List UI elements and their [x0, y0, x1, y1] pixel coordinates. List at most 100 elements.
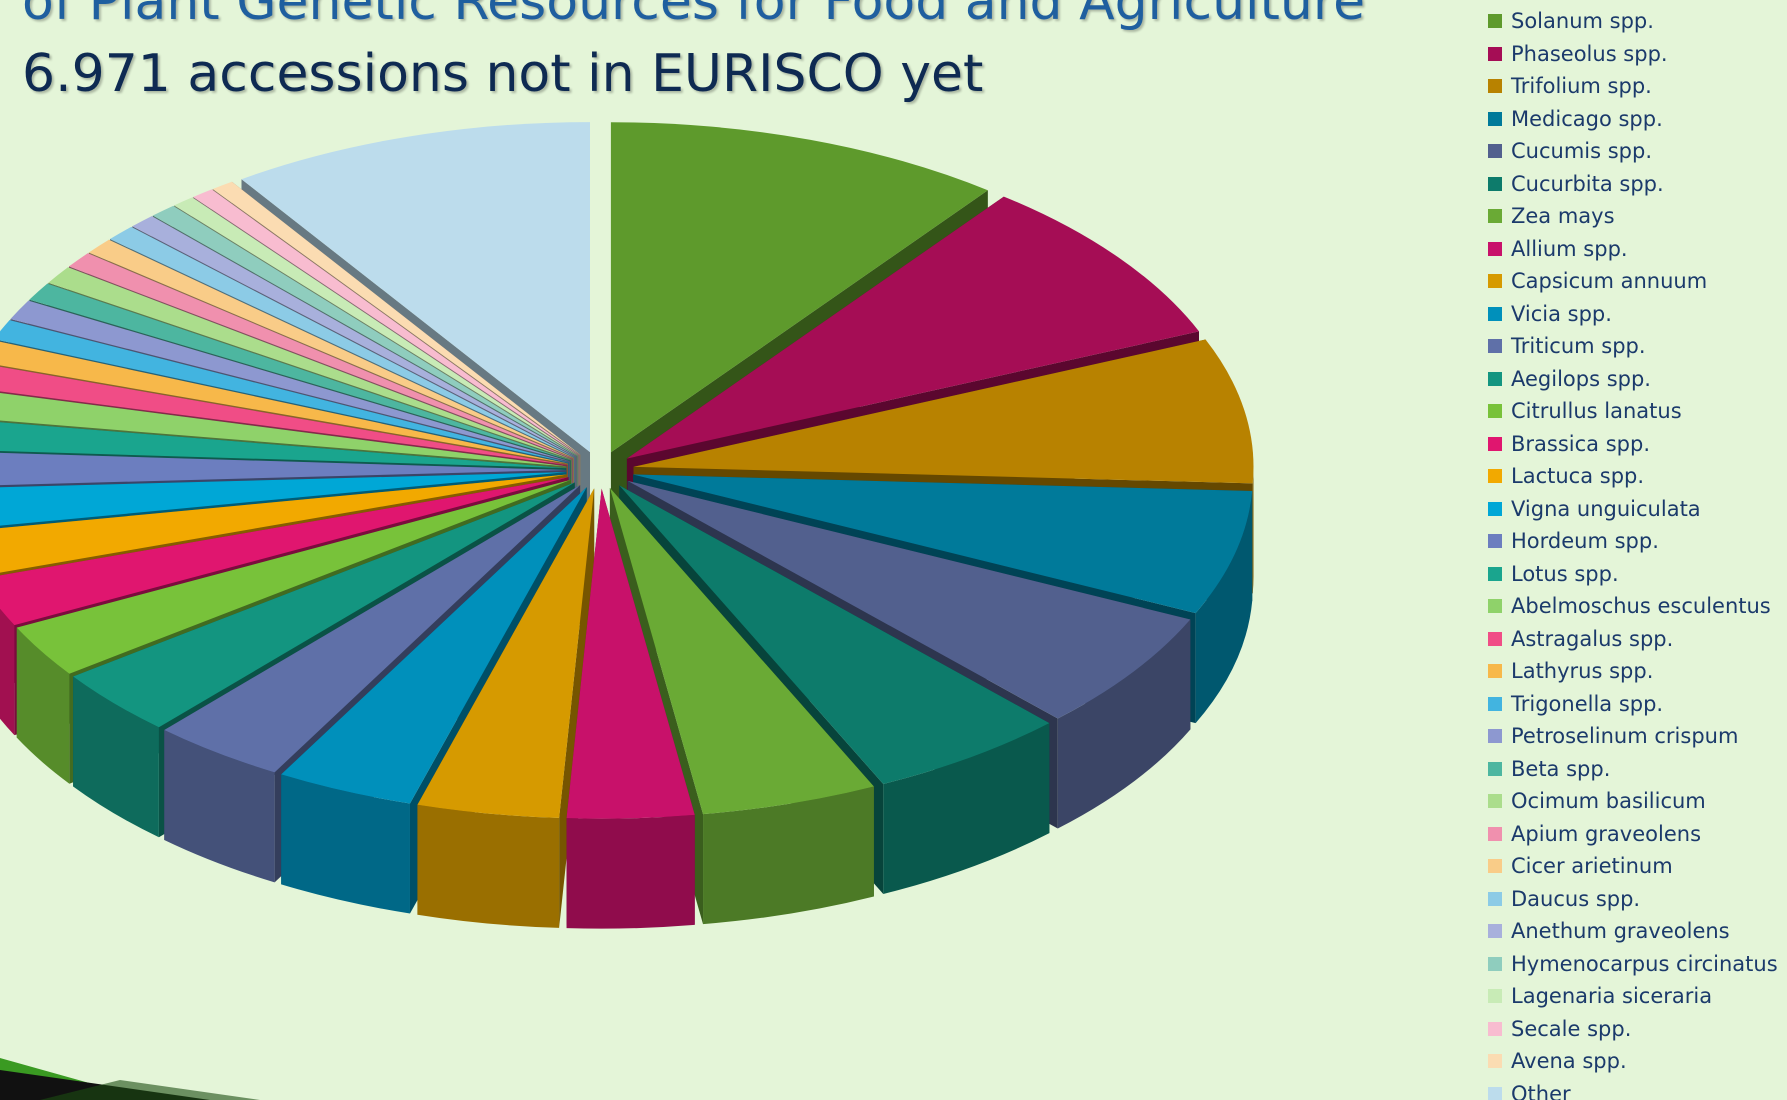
legend-item-allium-spp: Allium spp. — [1488, 233, 1783, 266]
legend-swatch — [1488, 729, 1502, 744]
legend-label: Abelmoschus esculentus — [1511, 594, 1771, 619]
legend-label: Vicia spp. — [1511, 301, 1612, 326]
legend-swatch — [1488, 859, 1502, 874]
chart-legend: Solanum spp. Phaseolus spp. Trifolium spp.… — [1488, 5, 1783, 1100]
legend-label: Other — [1511, 1081, 1571, 1100]
slice-top — [88, 239, 574, 458]
slice-top — [0, 472, 567, 526]
legend-swatch — [1488, 924, 1502, 939]
slice-top — [281, 487, 587, 804]
legend-item-beta-spp: Beta spp. — [1488, 753, 1783, 786]
title-line-1: of Plant Genetic Resources for Food and … — [22, 0, 1366, 32]
slice-top — [152, 205, 578, 457]
legend-item-anethum-graveolens: Anethum graveolens — [1488, 915, 1783, 948]
legend-item-zea-mays: Zea mays — [1488, 200, 1783, 233]
legend-label: Citrullus lanatus — [1511, 399, 1682, 424]
slice-top — [193, 189, 580, 456]
legend-swatch — [1488, 14, 1502, 29]
slice-top — [0, 392, 567, 467]
slice-rim — [1057, 619, 1191, 829]
legend-label: Anethum graveolens — [1511, 919, 1730, 944]
legend-item-medicago-spp: Medicago spp. — [1488, 103, 1783, 136]
legend-item-phaseolus-spp: Phaseolus spp. — [1488, 38, 1783, 71]
slice-top — [0, 366, 568, 465]
legend-label: Vigna unguiculata — [1511, 496, 1701, 521]
legend-swatch — [1488, 989, 1502, 1004]
legend-swatch — [1488, 436, 1502, 451]
legend-label: Petroselinum crispum — [1511, 724, 1739, 749]
legend-swatch — [1488, 1021, 1502, 1036]
legend-item-daucus-spp: Daucus spp. — [1488, 883, 1783, 916]
legend-label: Lagenaria siceraria — [1511, 984, 1713, 1009]
slice-top — [16, 479, 571, 674]
slice-rim — [1252, 466, 1254, 594]
legend-label: Trifolium spp. — [1511, 74, 1652, 99]
legend-label: Lotus spp. — [1511, 561, 1619, 586]
legend-label: Ocimum basilicum — [1511, 789, 1706, 814]
legend-label: Brassica spp. — [1511, 431, 1650, 456]
legend-label: Aegilops spp. — [1511, 366, 1651, 391]
slice-rim — [281, 774, 410, 914]
legend-swatch — [1488, 144, 1502, 159]
legend-label: Hymenocarpus circinatus — [1511, 951, 1778, 976]
pie-slice-capsicum-annuum — [417, 488, 595, 928]
legend-item-triticum-spp: Triticum spp. — [1488, 330, 1783, 363]
legend-item-ocimum-basilicum: Ocimum basilicum — [1488, 785, 1783, 818]
legend-label: Phaseolus spp. — [1511, 41, 1668, 66]
legend-label: Cucumis spp. — [1511, 139, 1653, 164]
legend-item-trigonella-spp: Trigonella spp. — [1488, 688, 1783, 721]
legend-swatch — [1488, 176, 1502, 191]
legend-item-secale-spp: Secale spp. — [1488, 1013, 1783, 1046]
legend-item-apium-graveolens: Apium graveolens — [1488, 818, 1783, 851]
slice-rim — [883, 723, 1050, 894]
legend-swatch — [1488, 566, 1502, 581]
slice-top — [241, 122, 591, 453]
legend-swatch — [1488, 371, 1502, 386]
legend-item-hordeum-spp: Hordeum spp. — [1488, 525, 1783, 558]
legend-swatch — [1488, 306, 1502, 321]
slice-rim — [164, 729, 275, 883]
title-line-2: 6.971 accessions not in EURISCO yet — [22, 44, 984, 104]
legend-swatch — [1488, 696, 1502, 711]
legend-label: Astragalus spp. — [1511, 626, 1674, 651]
legend-swatch — [1488, 339, 1502, 354]
legend-item-cucurbita-spp: Cucurbita spp. — [1488, 168, 1783, 201]
legend-swatch — [1488, 1054, 1502, 1069]
legend-item-citrullus-lanatus: Citrullus lanatus — [1488, 395, 1783, 428]
legend-item-vigna-unguiculata: Vigna unguiculata — [1488, 493, 1783, 526]
legend-swatch — [1488, 891, 1502, 906]
legend-label: Capsicum annuum — [1511, 269, 1708, 294]
slide-title: of Plant Genetic Resources for Food and … — [22, 0, 1482, 110]
pie-slice-allium-spp — [566, 488, 695, 929]
slice-rim — [703, 786, 874, 925]
legend-swatch — [1488, 274, 1502, 289]
slice-rim — [417, 804, 560, 928]
legend-swatch — [1488, 664, 1502, 679]
legend-label: Beta spp. — [1511, 756, 1611, 781]
legend-item-aegilops-spp: Aegilops spp. — [1488, 363, 1783, 396]
legend-item-avena-spp: Avena spp. — [1488, 1045, 1783, 1078]
legend-item-lotus-spp: Lotus spp. — [1488, 558, 1783, 591]
legend-item-lactuca-spp: Lactuca spp. — [1488, 460, 1783, 493]
legend-item-hymenocarpus-circinatus: Hymenocarpus circinatus — [1488, 948, 1783, 981]
slice-top — [0, 341, 569, 464]
legend-swatch — [1488, 209, 1502, 224]
slice-top — [164, 485, 581, 773]
legend-swatch — [1488, 111, 1502, 126]
slice-top — [73, 482, 575, 728]
slice-top — [10, 300, 570, 462]
slice-rim — [1195, 491, 1253, 724]
slice-top — [566, 488, 695, 819]
slice-top — [110, 226, 576, 458]
legend-label: Hordeum spp. — [1511, 529, 1659, 554]
slice-top — [0, 320, 569, 463]
legend-label: Medicago spp. — [1511, 106, 1663, 131]
legend-swatch — [1488, 79, 1502, 94]
legend-swatch — [1488, 761, 1502, 776]
legend-item-cucumis-spp: Cucumis spp. — [1488, 135, 1783, 168]
legend-label: Zea mays — [1511, 204, 1615, 229]
legend-item-solanum-spp: Solanum spp. — [1488, 5, 1783, 38]
slice-top — [0, 474, 568, 573]
legend-swatch — [1488, 956, 1502, 971]
slice-top — [0, 422, 567, 469]
